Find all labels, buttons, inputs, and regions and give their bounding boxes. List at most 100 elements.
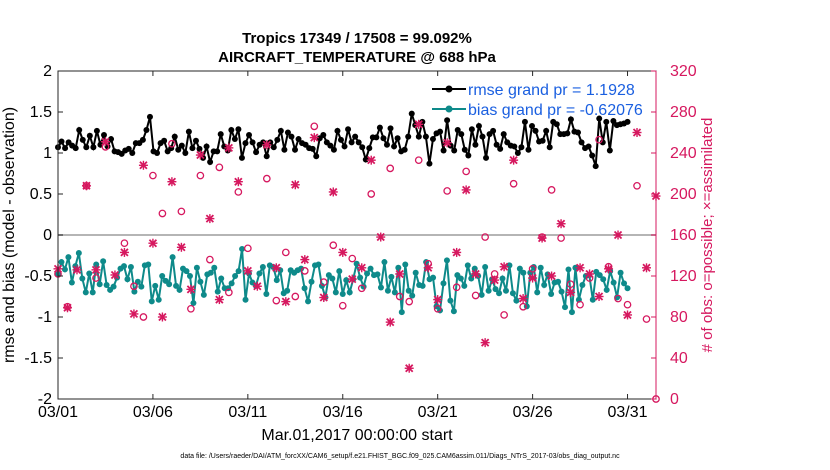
bias-point (211, 264, 218, 271)
bias-point (75, 250, 82, 257)
bias-point (193, 264, 200, 271)
y-tick-label: -2 (38, 391, 52, 408)
y-right-tick-label: 120 (670, 268, 697, 285)
bias-point (457, 275, 464, 282)
bias-point (405, 287, 412, 294)
bias-point (565, 266, 572, 273)
legend-bias-label: bias grand pr = -0.62076 (468, 102, 643, 119)
bias-point (103, 282, 110, 289)
bias-point (232, 273, 239, 279)
obs-assimilated-marker (338, 247, 348, 257)
obs-possible-marker (471, 291, 480, 300)
bias-point (68, 279, 75, 286)
rmse-point (355, 139, 362, 146)
bias-point (305, 298, 312, 305)
obs-possible-marker (272, 296, 281, 305)
obs-assimilated-marker (594, 292, 604, 301)
rmse-point (387, 125, 394, 132)
bias-point (277, 267, 284, 274)
bias-point (336, 268, 343, 275)
rmse-point (295, 136, 302, 143)
rmse-point (231, 136, 238, 143)
rmse-point (83, 144, 90, 151)
rmse-point (603, 118, 610, 125)
bias-point (548, 291, 555, 298)
rmse-point (182, 150, 189, 156)
x-tick-label: 03/26 (513, 404, 553, 421)
bias-point (346, 289, 353, 296)
obs-possible-marker (120, 239, 129, 248)
obs-assimilated-marker (499, 262, 509, 272)
bias-point (596, 272, 603, 279)
chart-subtitle: AIRCRAFT_TEMPERATURE @ 688 hPa (218, 49, 496, 66)
rmse-point (490, 127, 497, 134)
obs-possible-marker (528, 264, 537, 273)
bias-point (61, 266, 68, 273)
rmse-point (72, 145, 79, 152)
rmse-point (518, 144, 525, 151)
obs-possible-marker (281, 248, 290, 257)
rmse-point (539, 137, 546, 144)
bias-point (235, 268, 242, 275)
bias-point (214, 288, 221, 295)
bias-point (496, 290, 503, 297)
rmse-point (178, 142, 185, 149)
bias-point (443, 257, 450, 264)
obs-possible-marker (566, 280, 575, 289)
rmse-point (62, 145, 69, 152)
rmse-point (500, 131, 507, 138)
obs-possible-marker (614, 294, 622, 303)
bias-point (166, 281, 173, 288)
y-right-tick-label: 280 (670, 104, 697, 121)
obs-assimilated-marker (604, 264, 614, 274)
bias-point (298, 265, 305, 272)
bias-point (183, 268, 190, 275)
rmse-point (493, 141, 500, 148)
rmse-point (468, 126, 475, 133)
legend-rmse-label: rmse grand pr = 1.1928 (468, 82, 635, 99)
rmse-point (90, 144, 97, 151)
rmse-point (108, 136, 115, 143)
bias-point (308, 278, 315, 285)
obs-assimilated-marker (148, 238, 158, 248)
y-right-tick-label: 80 (670, 309, 688, 326)
rmse-point (451, 147, 458, 154)
x-tick-label: 03/31 (608, 404, 648, 421)
obs-assimilated-marker (585, 269, 595, 279)
rmse-point (292, 146, 299, 153)
obs-possible-marker (367, 190, 376, 198)
obs-assimilated-marker (547, 271, 557, 281)
rmse-point (610, 118, 617, 125)
obs-possible-marker (500, 311, 508, 319)
y-right-tick-label: 200 (670, 186, 697, 203)
bias-point (124, 276, 131, 283)
rmse-point (171, 133, 178, 140)
rmse-point (281, 146, 288, 153)
bias-point (169, 254, 176, 261)
rmse-point (345, 126, 352, 133)
obs-assimilated-marker (528, 273, 538, 283)
bias-point (332, 289, 339, 296)
obs-assimilated-marker (224, 143, 234, 153)
obs-assimilated-marker (376, 232, 386, 242)
bias-point (589, 296, 596, 303)
rmse-point (146, 113, 153, 120)
obs-possible-marker (300, 267, 309, 275)
bias-point (572, 264, 579, 271)
bias-point (603, 286, 610, 293)
bias-point (520, 269, 527, 276)
rmse-point (391, 143, 398, 150)
bias-point (152, 282, 159, 289)
rmse-point (475, 122, 482, 129)
obs-possible-marker (319, 278, 328, 286)
obs-assimilated-marker (281, 297, 291, 307)
obs-assimilated-marker (471, 269, 481, 279)
rmse-point (401, 146, 408, 153)
obs-assimilated-marker (575, 263, 585, 273)
rmse-point (207, 159, 214, 166)
obs-possible-marker (633, 181, 641, 190)
rmse-point (437, 128, 444, 135)
obs-possible-marker (158, 209, 167, 218)
rmse-point (514, 150, 521, 156)
bias-point (485, 287, 492, 294)
